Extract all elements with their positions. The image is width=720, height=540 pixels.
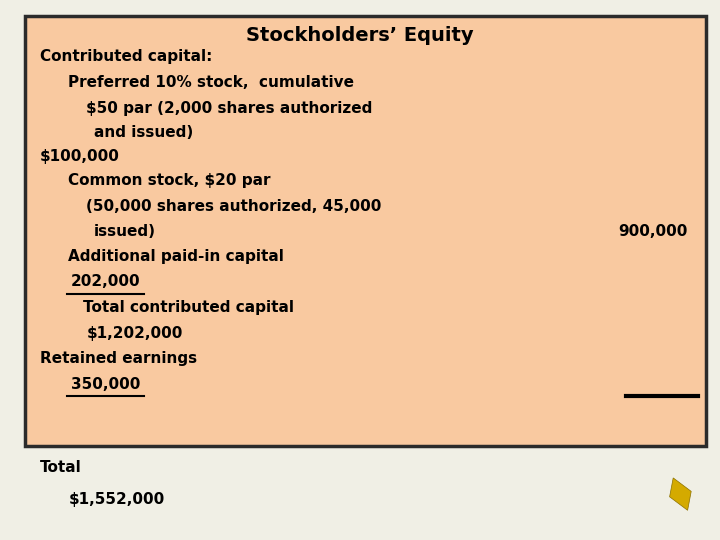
Text: 202,000: 202,000 <box>71 274 140 289</box>
FancyBboxPatch shape <box>25 16 706 445</box>
Text: Retained earnings: Retained earnings <box>40 351 197 366</box>
Text: issued): issued) <box>94 224 156 239</box>
Polygon shape <box>670 478 691 510</box>
Text: Additional paid-in capital: Additional paid-in capital <box>68 249 284 264</box>
Text: $50 par (2,000 shares authorized: $50 par (2,000 shares authorized <box>86 100 373 116</box>
Text: (50,000 shares authorized, 45,000: (50,000 shares authorized, 45,000 <box>86 199 382 214</box>
Text: Preferred 10% stock,  cumulative: Preferred 10% stock, cumulative <box>68 75 354 90</box>
Text: 900,000: 900,000 <box>618 224 688 239</box>
Text: and issued): and issued) <box>94 125 193 140</box>
Text: 350,000: 350,000 <box>71 377 140 392</box>
Text: Total: Total <box>40 460 81 475</box>
Text: Total contributed capital: Total contributed capital <box>83 300 294 315</box>
Text: $1,552,000: $1,552,000 <box>68 492 165 507</box>
Text: $100,000: $100,000 <box>40 149 120 164</box>
Text: Contributed capital:: Contributed capital: <box>40 49 212 64</box>
Text: Common stock, $20 par: Common stock, $20 par <box>68 173 271 188</box>
Text: Stockholders’ Equity: Stockholders’ Equity <box>246 25 474 45</box>
Text: $1,202,000: $1,202,000 <box>86 326 183 341</box>
